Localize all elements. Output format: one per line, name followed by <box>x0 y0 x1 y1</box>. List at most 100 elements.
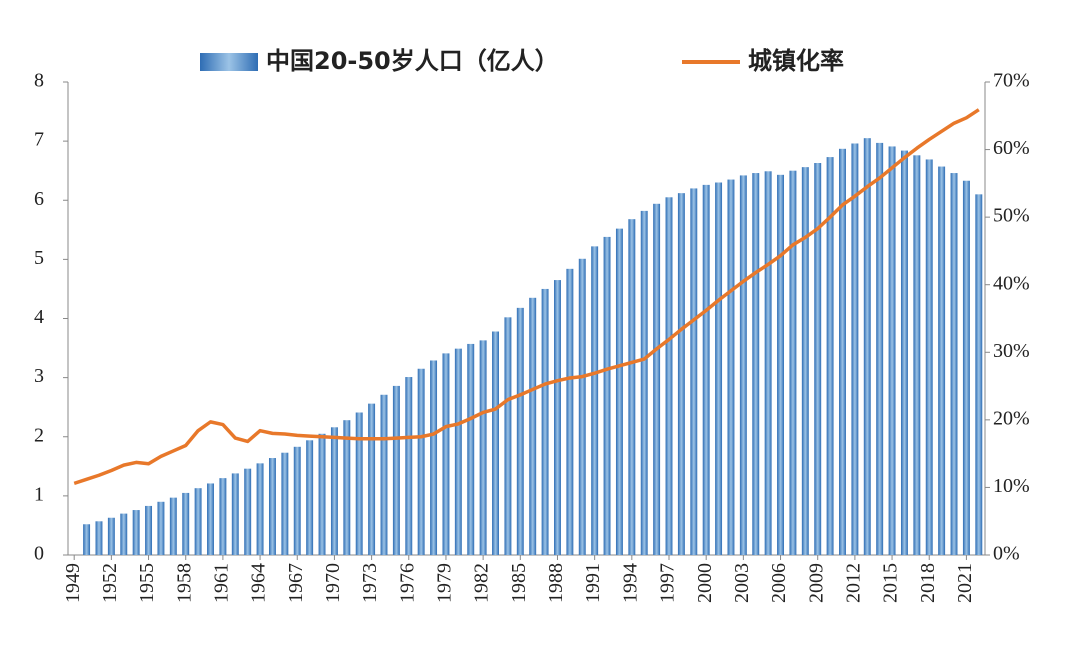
x-tick-label: 1955 <box>136 563 158 603</box>
bar <box>194 488 202 555</box>
bar <box>962 180 970 555</box>
x-tick-label: 1952 <box>99 563 121 603</box>
y-tick-label: 6 <box>34 188 44 210</box>
bar <box>814 163 822 555</box>
bar <box>231 473 239 555</box>
y-tick-label: 2 <box>34 424 44 446</box>
bar <box>343 420 351 555</box>
x-tick-label: 2021 <box>954 563 976 603</box>
bar <box>306 440 314 555</box>
bar <box>392 385 400 555</box>
bar <box>293 446 301 555</box>
x-tick-label: 2000 <box>694 563 716 603</box>
bar <box>355 412 363 555</box>
bar <box>157 501 165 555</box>
bar <box>938 166 946 555</box>
bar <box>615 228 623 555</box>
x-tick-label: 1958 <box>173 563 195 603</box>
bar <box>603 236 611 555</box>
x-tick-label: 1967 <box>285 563 307 603</box>
bar <box>913 155 921 555</box>
bar <box>727 179 735 555</box>
bar <box>207 483 214 555</box>
y-tick-label: 7 <box>34 129 44 151</box>
bar <box>653 203 661 556</box>
bar <box>132 510 140 555</box>
bar <box>640 210 648 555</box>
bar <box>380 394 388 555</box>
bar <box>801 167 809 555</box>
bar <box>492 331 499 555</box>
y2-tick-label: 30% <box>993 340 1030 362</box>
bar <box>256 463 264 555</box>
bar <box>479 340 487 555</box>
y-tick-label: 4 <box>34 306 44 328</box>
bar <box>591 246 599 555</box>
x-tick-label: 1964 <box>248 563 270 603</box>
bar <box>715 182 723 555</box>
bar <box>454 348 462 555</box>
x-tick-label: 1994 <box>619 563 641 603</box>
bar <box>888 146 896 556</box>
bar <box>777 174 785 556</box>
bar <box>417 368 425 555</box>
bar <box>219 478 227 555</box>
bar <box>863 138 871 555</box>
x-tick-label: 1973 <box>359 563 381 603</box>
y2-tick-label: 60% <box>993 137 1030 159</box>
bar <box>169 497 177 555</box>
x-tick-label: 1961 <box>210 563 232 603</box>
bar <box>120 513 128 555</box>
bar <box>430 360 438 555</box>
bar <box>839 148 846 555</box>
y2-tick-label: 10% <box>993 475 1030 497</box>
bar <box>368 403 376 555</box>
bar <box>665 197 673 555</box>
bar <box>244 468 252 555</box>
bar <box>900 150 908 555</box>
bar <box>876 142 884 555</box>
bar <box>628 219 636 556</box>
x-tick-label: 2006 <box>768 563 790 603</box>
bar <box>107 517 115 555</box>
bar <box>281 452 289 555</box>
x-tick-label: 1949 <box>62 563 84 603</box>
legend-label: 中国20-50岁人口（亿人） <box>266 47 559 75</box>
x-tick-label: 2012 <box>842 563 864 603</box>
bar <box>467 343 475 555</box>
x-tick-label: 1991 <box>582 563 604 603</box>
legend-swatch <box>200 53 258 71</box>
x-tick-label: 1976 <box>396 563 418 603</box>
y-tick-label: 1 <box>34 483 44 505</box>
bar <box>330 427 338 555</box>
y2-tick-label: 40% <box>993 272 1030 294</box>
bar <box>318 433 326 555</box>
y2-tick-label: 50% <box>993 205 1030 227</box>
bar <box>182 492 190 555</box>
x-tick-label: 1985 <box>508 563 530 603</box>
bar <box>268 458 276 555</box>
bar <box>764 171 772 555</box>
x-tick-label: 1979 <box>434 563 456 603</box>
x-tick-label: 2009 <box>805 563 827 603</box>
x-tick-label: 2003 <box>731 563 753 603</box>
legend-label: 城镇化率 <box>748 47 844 75</box>
bar <box>950 173 958 556</box>
bar <box>83 524 91 555</box>
bar <box>826 157 834 555</box>
bar <box>789 170 797 555</box>
x-tick-label: 1988 <box>545 563 567 603</box>
bar <box>95 521 103 555</box>
bar <box>851 143 859 556</box>
bar <box>529 297 537 555</box>
x-tick-label: 1982 <box>471 563 493 603</box>
bar <box>554 280 561 555</box>
bar <box>504 317 512 555</box>
x-tick-label: 1970 <box>322 563 344 603</box>
bar <box>516 307 524 555</box>
bar <box>578 258 586 555</box>
y2-tick-label: 0% <box>993 543 1020 565</box>
y2-tick-label: 20% <box>993 407 1030 429</box>
y-tick-label: 3 <box>34 365 44 387</box>
